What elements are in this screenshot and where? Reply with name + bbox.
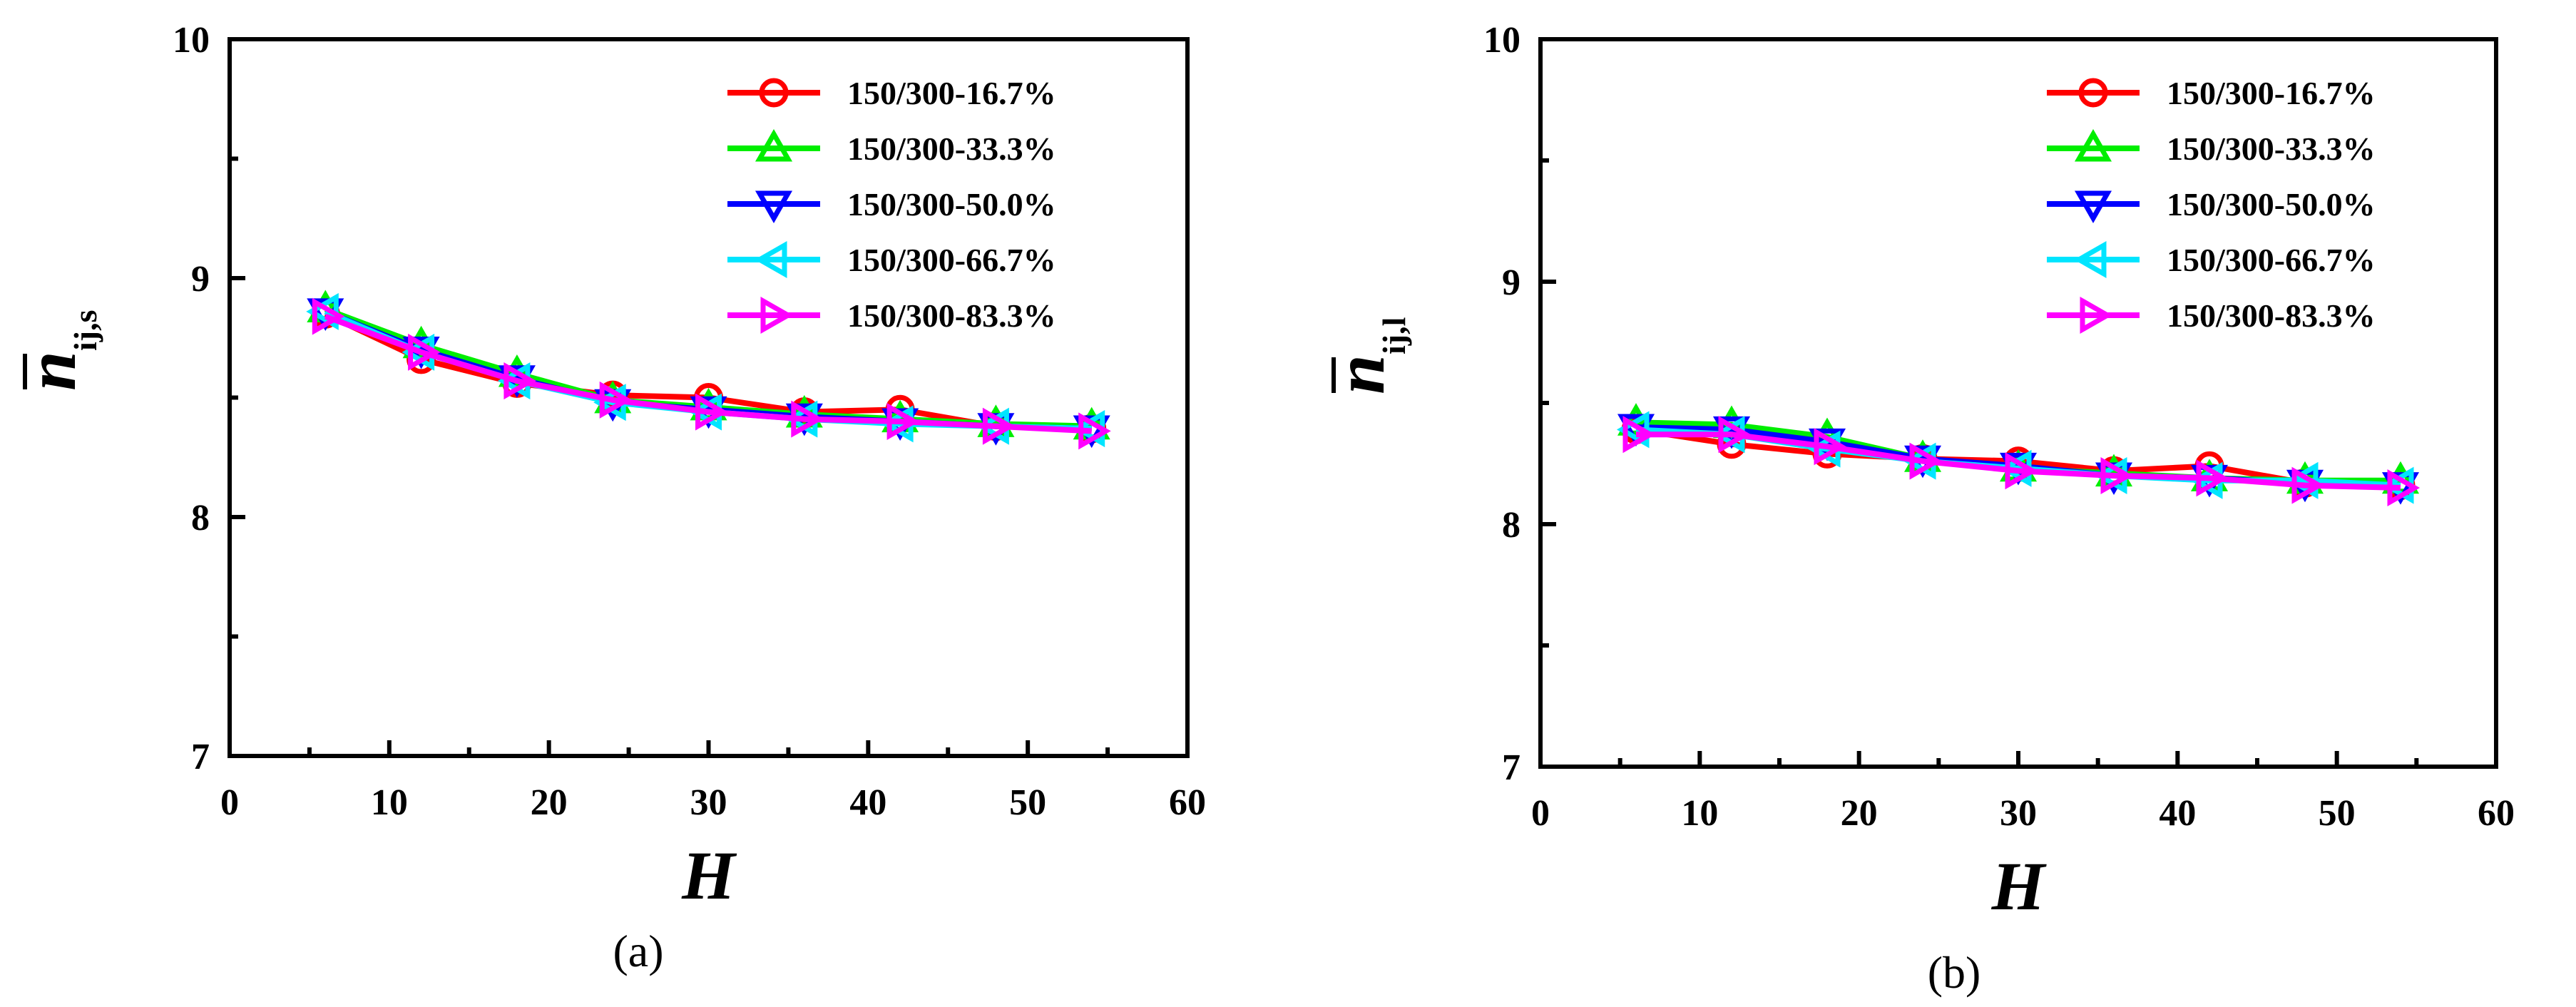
panel-label: (a): [613, 926, 663, 976]
legend-label: 150/300-50.0%: [2167, 186, 2376, 223]
data-point: [791, 400, 824, 438]
data-point: [402, 325, 440, 359]
legend-marker: [2074, 128, 2112, 162]
panel-label: (b): [1928, 947, 1981, 998]
data-point: [2005, 452, 2038, 490]
data-point: [2291, 466, 2325, 504]
x-tick-label: 0: [220, 782, 239, 823]
legend-marker: [2074, 190, 2112, 224]
x-tick-label: 40: [2159, 793, 2196, 834]
legend-label: 150/300-83.3%: [847, 297, 1056, 334]
data-point: [886, 402, 920, 441]
series-5: [1622, 416, 2421, 507]
y-tick-label: 7: [191, 737, 210, 777]
y-axis-subscript: ij,s: [67, 310, 103, 352]
y-tick-label: 7: [1502, 747, 1520, 788]
legend: 150/300-16.7% 150/300-33.3% 150/300-50.0% 1…: [2047, 75, 2376, 334]
data-point: [408, 333, 441, 371]
chart-panel-2: 0 10 20 30 40 50 6078910Hnij,l150/300-16.7%150…: [1320, 20, 2515, 998]
y-tick-label: 8: [191, 498, 210, 538]
data-point: [982, 407, 1016, 445]
data-point: [1814, 428, 1847, 466]
y-tick-label: 10: [173, 20, 210, 61]
legend: 150/300-16.7% 150/300-33.3% 150/300-50.0% 1…: [727, 75, 1056, 334]
data-point: [599, 381, 633, 419]
legend-label: 150/300-66.7%: [847, 242, 1056, 278]
x-tick-label: 50: [2319, 793, 2356, 834]
data-point: [695, 393, 728, 431]
legend-label: 150/300-16.7%: [2167, 75, 2376, 111]
legend-marker: [2073, 240, 2107, 279]
x-tick-label: 20: [1841, 793, 1878, 834]
data-point: [1078, 412, 1111, 450]
legend-label: 150/300-83.3%: [2167, 297, 2376, 334]
data-point: [1718, 416, 1752, 454]
x-tick-label: 10: [1681, 793, 1718, 834]
x-tick-label: 30: [690, 782, 727, 823]
x-tick-label: 50: [1009, 782, 1046, 823]
series-line: [1636, 431, 2401, 491]
y-axis-title: nij,s: [11, 310, 103, 391]
x-axis-title: H: [681, 837, 737, 914]
legend-label: 150/300-33.3%: [2167, 131, 2376, 167]
legend-marker: [2078, 78, 2108, 108]
legend-label: 150/300-66.7%: [2167, 242, 2376, 278]
x-tick-label: 40: [849, 782, 886, 823]
data-point: [1622, 416, 1656, 454]
legend-marker: [754, 240, 787, 279]
data-point: [2196, 459, 2229, 497]
legend-marker: [755, 190, 793, 224]
x-tick-label: 0: [1531, 793, 1550, 834]
y-axis-title: nij,l: [1320, 317, 1412, 394]
x-tick-label: 20: [531, 782, 568, 823]
series-line: [324, 313, 1092, 434]
x-tick-label: 60: [1169, 782, 1206, 823]
y-tick-label: 8: [1502, 505, 1520, 546]
data-point: [498, 354, 536, 387]
legend-marker: [755, 128, 793, 162]
y-tick-label: 10: [1483, 20, 1520, 61]
legend-marker: [2080, 296, 2113, 334]
chart-panel-1: 0 10 20 30 40 50 6078910Hnij,s150/300-16.7%150…: [11, 20, 1206, 976]
x-axis-title: H: [1991, 848, 2048, 924]
x-tick-label: 60: [2478, 793, 2515, 834]
series-5: [312, 297, 1111, 450]
legend-label: 150/300-16.7%: [847, 75, 1056, 111]
y-tick-label: 9: [1502, 262, 1520, 303]
legend-marker: [759, 78, 789, 108]
data-point: [504, 362, 536, 400]
data-point: [2100, 456, 2134, 495]
y-axis-subscript: ij,l: [1376, 317, 1412, 354]
data-point: [1909, 442, 1943, 480]
data-point: [2387, 469, 2421, 507]
legend-label: 150/300-50.0%: [847, 186, 1056, 223]
legend-label: 150/300-33.3%: [847, 131, 1056, 167]
x-tick-label: 10: [371, 782, 408, 823]
y-tick-label: 9: [191, 259, 210, 300]
x-tick-label: 30: [2000, 793, 2037, 834]
legend-marker: [760, 296, 794, 334]
data-point: [312, 297, 345, 335]
